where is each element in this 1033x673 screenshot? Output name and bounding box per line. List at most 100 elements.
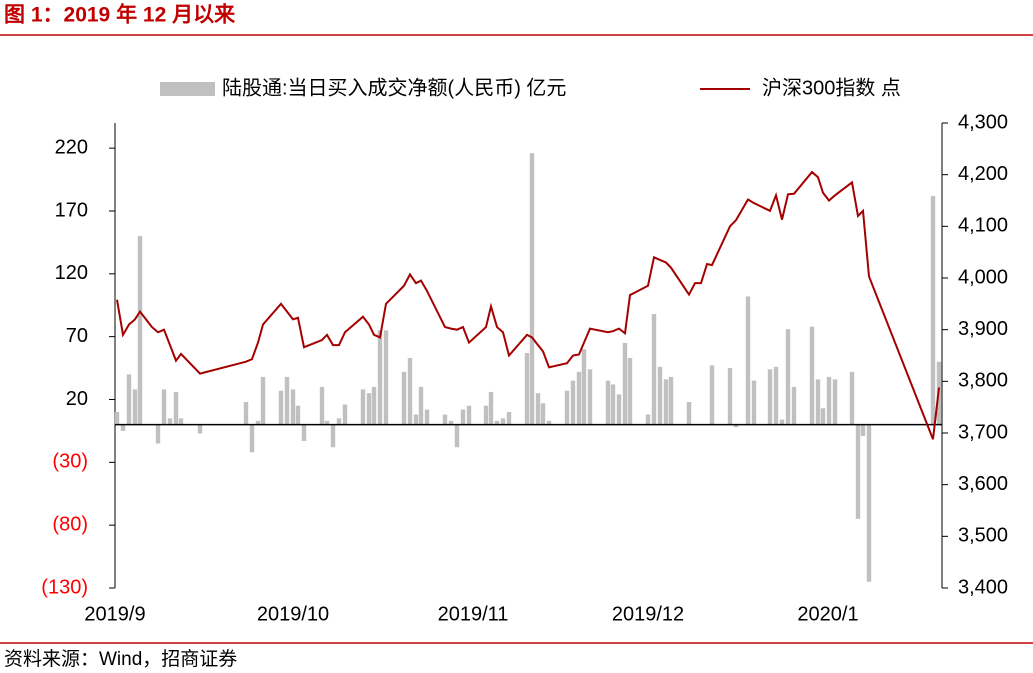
x-tick-label: 2019/9 [84,603,145,625]
bar [773,366,779,425]
bar [820,408,826,425]
bar [401,371,407,425]
bar [366,393,372,425]
bar [540,403,546,425]
bar [167,418,173,425]
bar [745,296,751,425]
bar [278,390,284,425]
bar [826,376,832,425]
bar [488,391,494,425]
bar [448,420,454,425]
y-tick-label: 70 [66,325,88,347]
y-tick-label: (130) [41,576,88,598]
bar [342,404,348,425]
bar [535,393,541,425]
y2-tick-label: 3,900 [958,318,1008,340]
x-tick-label: 2019/12 [612,603,684,625]
y-tick-label: 20 [66,388,88,410]
bar [587,369,593,425]
bar [413,414,419,425]
bar [454,424,460,448]
bar [137,236,143,425]
legend-label: 沪深300指数 点 [762,76,901,99]
bar [767,369,773,425]
bar [197,424,203,434]
bar [709,365,715,425]
bar [155,424,161,444]
bar [178,418,184,425]
bar [173,391,179,425]
bar [564,390,570,425]
bar [627,358,633,425]
bar [686,402,692,425]
bar [120,424,126,431]
bar [815,379,821,425]
y-tick-label: 220 [55,136,88,158]
bar [284,376,290,425]
bar [442,414,448,425]
bar [546,420,552,425]
bar [849,371,855,425]
bar [295,405,301,425]
bar [622,342,628,425]
bar [418,386,424,425]
bar [524,352,530,425]
bar [668,376,674,425]
bar [126,374,132,425]
y2-tick-label: 4,000 [958,266,1008,288]
bar [243,402,249,425]
bar [301,424,307,441]
x-tick-label: 2019/10 [257,603,329,625]
bar [114,412,120,425]
y2-tick-label: 3,700 [958,421,1008,443]
legend-label: 陆股通:当日买入成交净额(人民币) 亿元 [222,76,566,99]
bar [460,409,466,425]
bar [645,414,651,425]
bar [570,380,576,425]
bar [581,349,587,425]
y2-tick-label: 3,400 [958,576,1008,598]
chart-title: 图 1：2019 年 12 月以来 [4,3,236,27]
bar [132,389,138,425]
bar [860,424,866,436]
bar [260,376,266,425]
x-tick-label: 2019/11 [438,603,509,625]
y2-tick-label: 3,500 [958,525,1008,547]
bar [832,379,838,425]
y2-tick-label: 4,300 [958,111,1008,133]
bar [324,420,330,425]
bar [506,412,512,425]
bar [483,405,489,425]
bar [855,424,861,519]
bar [371,386,377,425]
bar [529,153,535,425]
bar [809,326,815,425]
bar [424,409,430,425]
y-tick-label: (80) [52,513,88,535]
bar [330,424,336,448]
bar [319,386,325,425]
bar [336,418,342,425]
bar [466,405,472,425]
source: 资料来源：Wind，招商证券 [4,648,237,670]
bar [360,389,366,425]
bar [791,386,797,425]
bar [255,420,261,425]
bar [779,419,785,425]
bar [249,424,255,453]
line [116,170,940,440]
bar [785,329,791,425]
bar [866,424,872,582]
bar [383,330,389,425]
bar [751,380,757,425]
bar [407,358,413,425]
y2-tick-label: 4,200 [958,163,1008,185]
bar [161,389,167,425]
bar [500,418,506,425]
y-tick-label: 170 [55,199,88,221]
bar [494,420,500,425]
bar [663,379,669,425]
bar [377,330,383,425]
